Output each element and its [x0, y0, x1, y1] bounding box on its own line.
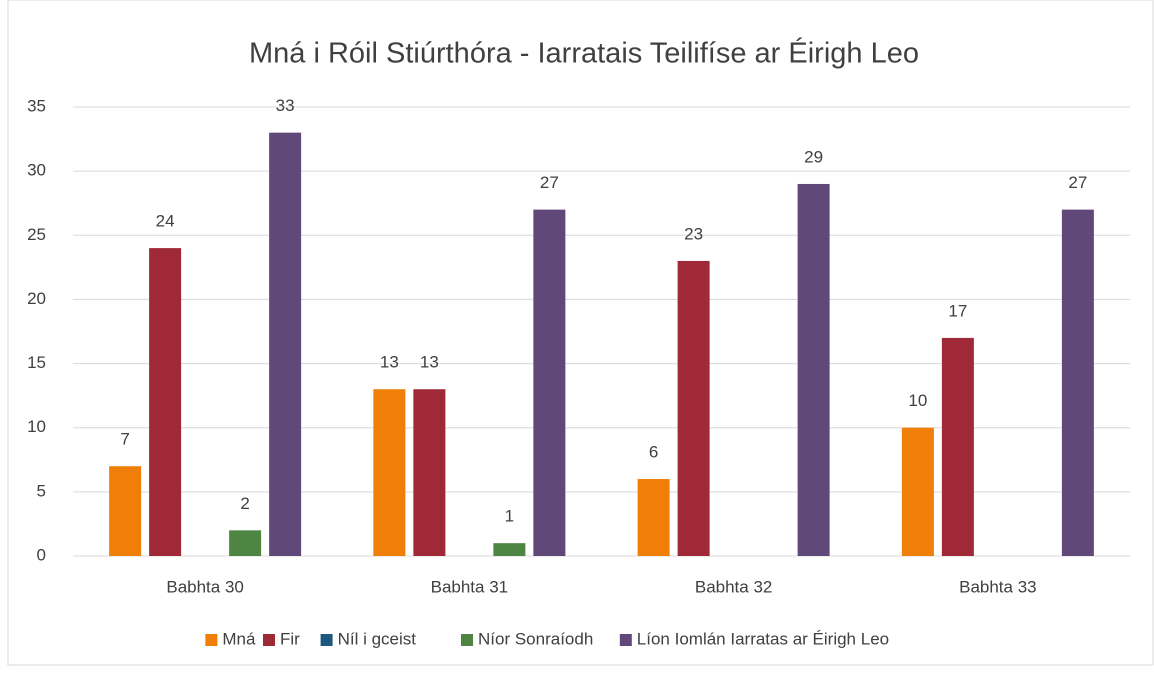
data-label: 27 — [1068, 173, 1087, 192]
y-tick-label: 25 — [27, 225, 46, 244]
legend-swatch — [619, 634, 632, 646]
bar — [413, 389, 446, 556]
bar — [901, 427, 934, 556]
x-tick-label: Babhta 31 — [431, 577, 509, 596]
bar — [797, 183, 830, 556]
data-label: 23 — [684, 224, 703, 243]
legend-label: Mná — [222, 629, 256, 648]
legend-swatch — [205, 634, 218, 646]
y-tick-label: 35 — [27, 96, 46, 115]
data-label: 2 — [240, 494, 249, 513]
x-tick-label: Babhta 30 — [166, 577, 244, 596]
legend-label: Níl i gceist — [338, 629, 417, 648]
legend-label: Fir — [280, 629, 300, 648]
legend-swatch — [320, 634, 333, 646]
data-label: 1 — [505, 507, 514, 526]
legend-swatch — [461, 634, 473, 646]
data-label: 7 — [120, 430, 129, 449]
data-label: 33 — [276, 96, 295, 115]
data-label: 29 — [804, 147, 823, 166]
bar — [269, 132, 302, 556]
bar — [109, 466, 142, 556]
data-label: 13 — [420, 353, 439, 372]
bar — [677, 260, 710, 556]
x-tick-label: Babhta 32 — [695, 577, 773, 596]
y-tick-label: 0 — [37, 545, 46, 564]
y-tick-label: 5 — [37, 481, 46, 500]
data-label: 13 — [380, 353, 399, 372]
bar — [229, 530, 262, 556]
bar — [373, 389, 406, 556]
data-label: 17 — [948, 301, 967, 320]
data-label: 27 — [540, 173, 559, 192]
chart-title: Mná i Róil Stiúrthóra - Iarratais Teilif… — [249, 37, 919, 70]
bar — [941, 337, 974, 556]
legend-swatch — [263, 634, 275, 646]
y-tick-label: 30 — [27, 161, 46, 180]
bar — [493, 543, 526, 556]
x-tick-label: Babhta 33 — [959, 577, 1037, 596]
data-label: 24 — [156, 212, 175, 231]
y-tick-label: 10 — [27, 417, 46, 436]
legend-label: Líon Iomlán Iarratas ar Éirigh Leo — [637, 629, 889, 648]
bar — [149, 248, 182, 556]
bar — [533, 209, 566, 556]
y-tick-label: 15 — [27, 353, 46, 372]
data-label: 10 — [908, 391, 927, 410]
bar — [1061, 209, 1094, 556]
bar — [637, 479, 670, 556]
data-label: 6 — [649, 443, 658, 462]
y-tick-label: 20 — [27, 289, 46, 308]
legend-label: Níor Sonraíodh — [478, 629, 593, 648]
